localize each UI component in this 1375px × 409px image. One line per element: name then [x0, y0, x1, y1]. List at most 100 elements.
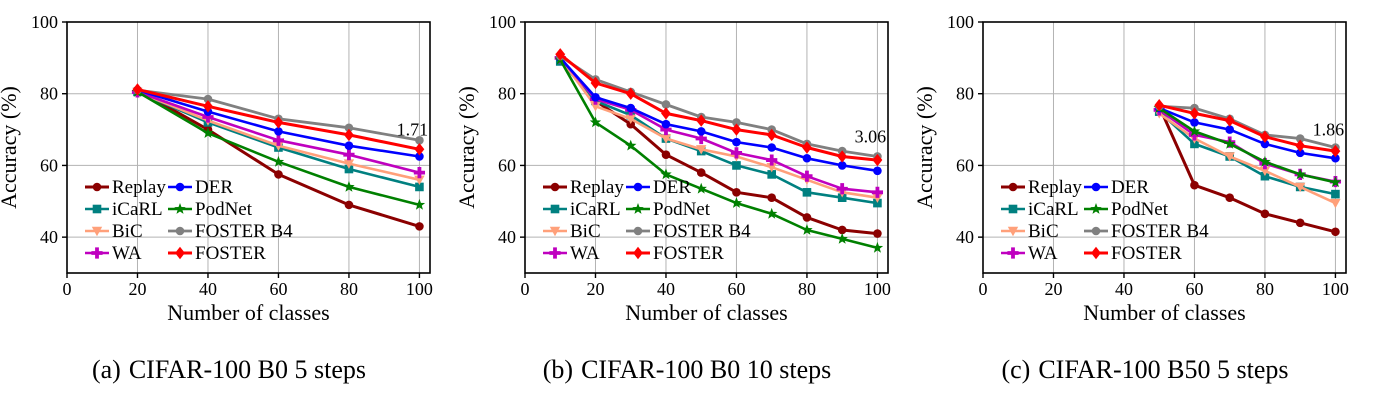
legend-entry-der: DER: [1084, 177, 1149, 198]
marker-circle-der: [696, 127, 706, 136]
series-line-foster-b4: [558, 54, 879, 158]
legend-marker-replay: [92, 182, 102, 192]
marker-circle-replay: [1225, 193, 1234, 202]
legend-label-bic: BiC: [1028, 221, 1059, 242]
marker-triangle-down-bic: [872, 193, 883, 203]
marker-diamond-foster: [802, 141, 812, 154]
marker-plus-wa: [766, 154, 778, 166]
y-tick-label: 40: [956, 227, 974, 247]
series-line-der: [1157, 106, 1337, 160]
marker-star-podnet: [695, 182, 707, 194]
x-axis-label: Number of classes: [1083, 300, 1246, 325]
legend-label-replay: Replay: [1028, 177, 1082, 198]
y-tick-label: 60: [40, 155, 58, 175]
marker-triangle-down-bic: [1330, 198, 1341, 209]
marker-diamond-foster: [273, 116, 284, 129]
gap-annotation: 1.71: [397, 120, 429, 140]
legend-marker-replay: [1008, 182, 1018, 192]
legend-entry-wa: WA: [1001, 243, 1058, 264]
marker-circle-replay: [732, 188, 741, 197]
legend-label-foster-b4: FOSTER B4: [1111, 221, 1209, 242]
marker-circle-foster-b4: [661, 100, 671, 109]
x-axis-label: Number of classes: [167, 300, 330, 325]
legend-marker-replay: [550, 182, 560, 192]
series-foster: [132, 83, 425, 156]
legend-label-foster: FOSTER: [195, 243, 266, 264]
marker-square-icarl: [873, 198, 882, 208]
plot-border: [524, 21, 889, 274]
y-tick-label: 100: [489, 12, 516, 32]
series-line-bic: [558, 56, 879, 199]
marker-square-icarl: [802, 188, 812, 197]
legend-label-podnet: PodNet: [653, 199, 711, 220]
legend-label-wa: WA: [1028, 243, 1058, 264]
x-tick-label: 60: [1185, 279, 1203, 299]
marker-star-podnet: [625, 139, 637, 151]
series-line-replay: [1157, 104, 1337, 234]
captions-row: (a) CIFAR-100 B0 5 steps (b) CIFAR-100 B0 …: [0, 355, 1375, 385]
series-line-foster-b4: [1157, 104, 1337, 149]
marker-diamond-foster: [1295, 139, 1306, 152]
legend-label-foster: FOSTER: [653, 243, 724, 264]
x-tick-label: 80: [798, 279, 816, 299]
marker-circle-replay: [837, 225, 847, 235]
marker-plus-wa: [413, 167, 426, 179]
series-line-wa: [558, 56, 879, 194]
legend-marker-foster-b4: [1091, 226, 1101, 236]
x-tick-label: 20: [128, 279, 146, 299]
marker-star-podnet: [343, 180, 355, 192]
legend-marker-der: [633, 182, 643, 192]
legend-label-replay: Replay: [570, 177, 624, 198]
marker-star-podnet: [589, 116, 602, 128]
x-tick-label: 80: [1256, 279, 1274, 299]
marker-circle-der: [1260, 139, 1270, 149]
y-tick-label: 40: [40, 227, 58, 247]
x-tick-label: 20: [586, 279, 604, 299]
legend-marker-podnet: [632, 203, 644, 214]
marker-circle-replay: [1295, 218, 1305, 228]
marker-plus-wa: [836, 183, 848, 195]
marker-square-icarl: [415, 182, 424, 192]
marker-star-podnet: [871, 241, 884, 253]
marker-circle-der: [344, 141, 354, 151]
legend-entry-wa: WA: [543, 243, 600, 264]
marker-plus-wa: [202, 111, 214, 123]
legend-marker-foster: [175, 246, 185, 260]
marker-star-podnet: [836, 232, 848, 244]
marker-circle-der: [415, 152, 424, 161]
marker-circle-replay: [661, 150, 671, 159]
series-line-icarl: [558, 60, 879, 205]
legend-marker-wa: [91, 247, 103, 259]
series-line-icarl: [1157, 110, 1337, 196]
marker-circle-foster-b4: [344, 123, 354, 133]
marker-circle-der: [1190, 118, 1199, 127]
y-tick-label: 80: [40, 84, 58, 104]
y-axis-label: Accuracy (%): [916, 86, 937, 209]
series-podnet: [1153, 102, 1342, 188]
marker-square-icarl: [767, 170, 776, 179]
x-tick-label: 40: [657, 279, 675, 299]
marker-circle-der: [274, 127, 283, 136]
caption-b-text: CIFAR-100 B0 10 steps: [581, 355, 832, 384]
marker-triangle-down-bic: [414, 175, 425, 185]
marker-circle-replay: [344, 200, 354, 210]
marker-star-podnet: [801, 223, 813, 235]
legend-label-wa: WA: [570, 243, 600, 264]
marker-square-icarl: [344, 164, 354, 174]
legend-entry-podnet: PodNet: [168, 199, 253, 220]
marker-circle-replay: [626, 119, 636, 129]
marker-circle-der: [732, 137, 741, 147]
marker-circle-foster-b4: [732, 118, 741, 127]
y-tick-label: 40: [498, 227, 516, 247]
marker-circle-der: [661, 119, 671, 129]
gap-annotation: 3.06: [855, 127, 887, 147]
marker-diamond-foster: [731, 123, 742, 136]
marker-diamond-foster: [344, 128, 354, 142]
series-podnet: [554, 53, 884, 253]
marker-square-icarl: [1190, 139, 1199, 149]
marker-diamond-foster: [1189, 107, 1200, 120]
y-tick-label: 80: [498, 84, 516, 104]
marker-star-podnet: [272, 155, 285, 167]
marker-circle-foster-b4: [1295, 134, 1305, 143]
